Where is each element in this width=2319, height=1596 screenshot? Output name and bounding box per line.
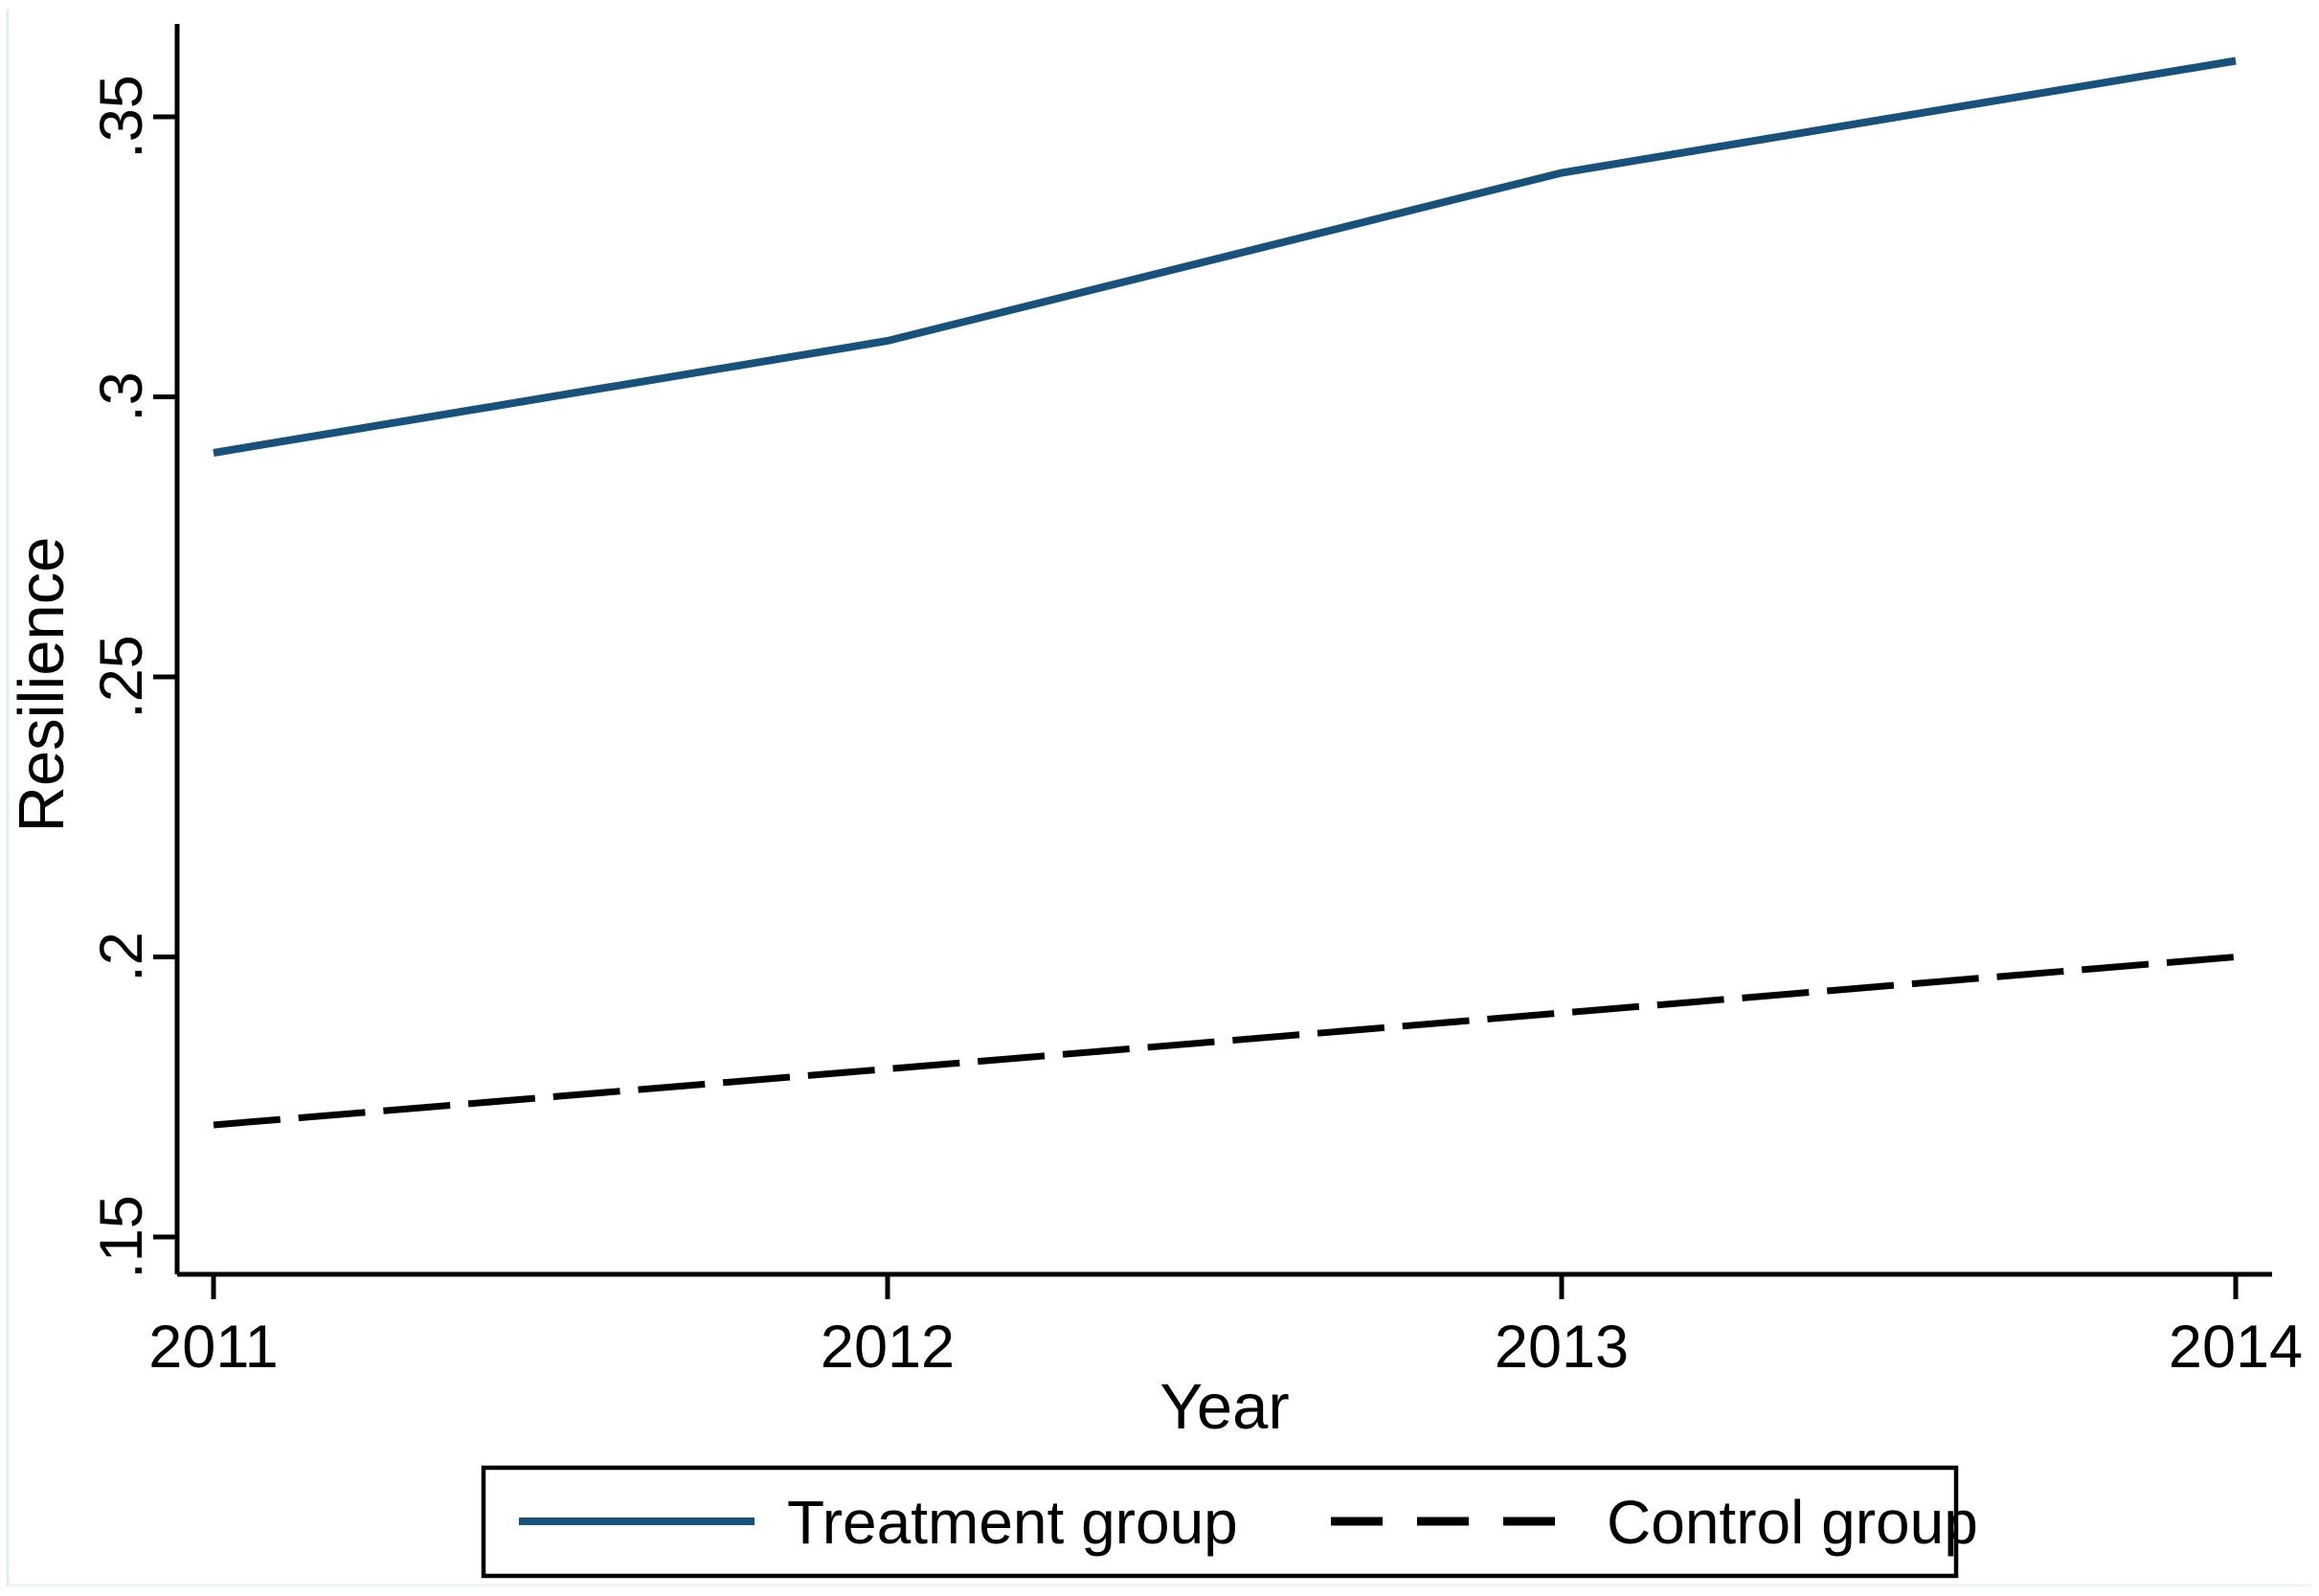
y-tick-label: .25 (88, 635, 155, 719)
y-tick-label: .2 (88, 932, 155, 982)
x-tick-label: 2012 (821, 1314, 955, 1381)
y-tick-label: .15 (88, 1195, 155, 1279)
y-tick-label: .35 (88, 75, 155, 159)
x-tick-label: 2014 (2169, 1314, 2303, 1381)
control-line (213, 954, 2237, 1129)
x-tick-label: 2011 (148, 1314, 278, 1381)
treatment-legend-label: Treatment group (787, 1488, 1238, 1557)
control-legend-label: Control group (1607, 1488, 1978, 1557)
axes (153, 24, 2272, 1299)
y-tick-label: .3 (88, 371, 155, 422)
x-axis-title: Year (1160, 1371, 1289, 1443)
page-edge-border (6, 10, 2311, 1587)
treatment-line (213, 56, 2237, 457)
x-tick-label: 2013 (1495, 1314, 1629, 1381)
legend: Treatment group Control group (481, 1465, 1978, 1579)
series-lines (213, 56, 2237, 1129)
tick-labels: .15 .2 .25 .3 .35 2011 2012 2013 2014 (88, 75, 2303, 1381)
y-axis-title: Resilience (6, 536, 78, 832)
